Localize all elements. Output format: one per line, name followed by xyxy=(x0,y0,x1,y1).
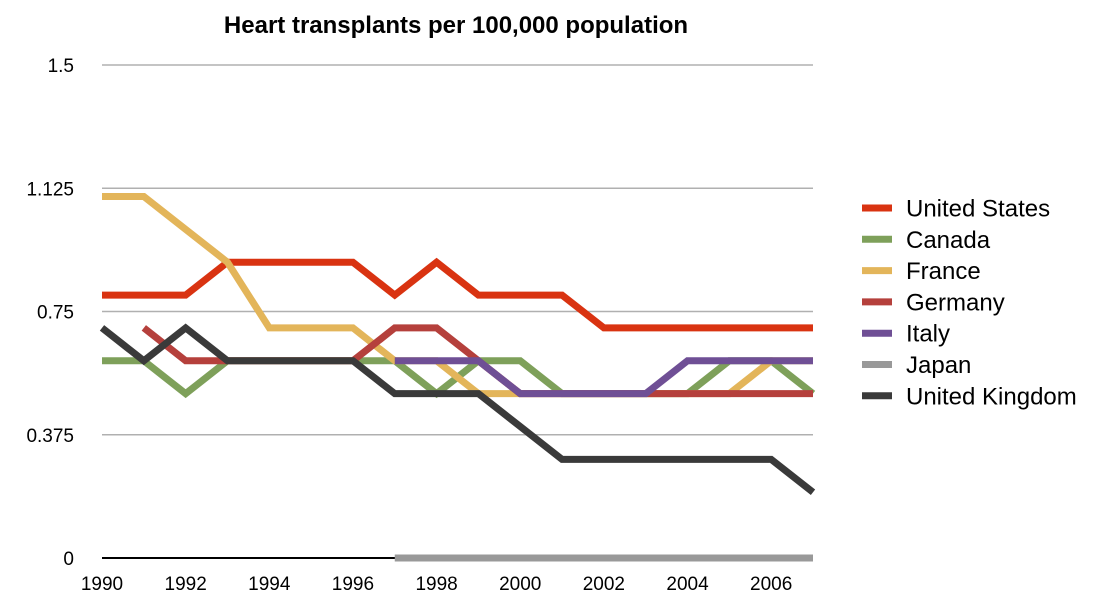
legend-label-canada: Canada xyxy=(906,227,991,254)
x-axis-ticks: 1990 1992 1994 1996 1998 2000 2002 2004 2006 xyxy=(81,574,792,595)
legend-label-united-kingdom: United Kingdom xyxy=(906,383,1077,410)
legend: United States Canada France Germany Italy Jap… xyxy=(862,196,1077,410)
x-tick-label: 1994 xyxy=(248,574,291,595)
y-tick-label: 1.5 xyxy=(48,56,74,77)
x-tick-label: 1990 xyxy=(81,574,123,595)
x-tick-label: 2000 xyxy=(499,574,541,595)
x-tick-label: 1998 xyxy=(415,574,457,595)
chart-title: Heart transplants per 100,000 population xyxy=(224,12,688,39)
legend-label-germany: Germany xyxy=(906,289,1005,316)
y-tick-label: 0.75 xyxy=(37,303,74,324)
x-tick-label: 1992 xyxy=(165,574,207,595)
series-line-united-states xyxy=(102,257,813,332)
legend-label-united-states: United States xyxy=(906,196,1050,223)
gridlines xyxy=(102,64,813,559)
series-lines xyxy=(99,192,816,562)
x-tick-label: 2006 xyxy=(750,574,792,595)
legend-label-italy: Italy xyxy=(906,321,950,348)
x-tick-label: 2002 xyxy=(583,574,625,595)
series-line-united-kingdom xyxy=(99,323,816,496)
y-tick-label: 0.375 xyxy=(26,426,74,447)
legend-label-france: France xyxy=(906,258,981,285)
legend-label-japan: Japan xyxy=(906,352,971,379)
x-tick-label: 2004 xyxy=(666,574,709,595)
y-axis-ticks: 0 0.375 0.75 1.125 1.5 xyxy=(26,56,74,570)
series-line-italy xyxy=(394,357,813,398)
y-tick-label: 0 xyxy=(63,549,74,570)
x-tick-label: 1996 xyxy=(332,574,374,595)
y-tick-label: 1.125 xyxy=(26,179,74,200)
